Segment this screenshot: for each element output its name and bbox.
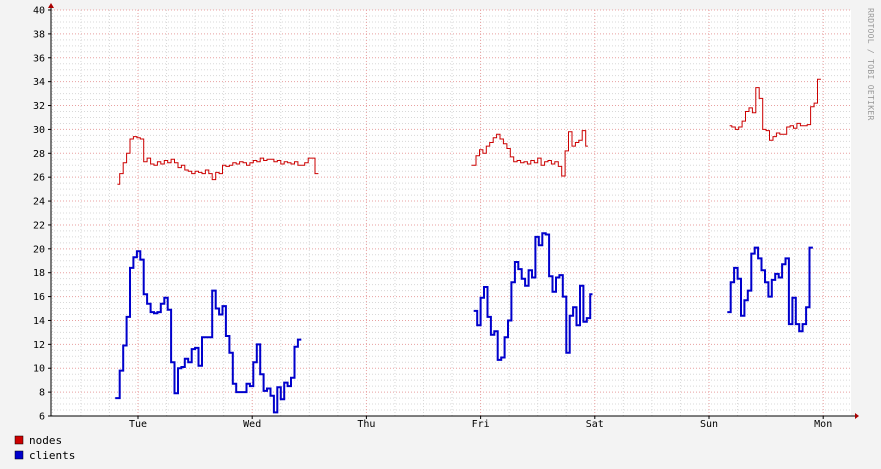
- x-tick-labels: Tue Wed Thu Fri Sat Sun Mon: [129, 419, 832, 430]
- series-layer: [115, 78, 821, 414]
- y-tick-label: 22: [33, 220, 45, 231]
- legend: nodes clients: [14, 434, 75, 462]
- y-tick-label: 20: [33, 244, 45, 255]
- grid: [51, 9, 851, 417]
- legend-item-clients: clients: [14, 449, 75, 462]
- y-tick-label: 10: [33, 364, 45, 375]
- y-tick-labels: 6 8 10 12 14 16 18 20 22 24 26 28 30 32 34 36 38 40: [33, 6, 45, 423]
- y-tick-label: 26: [33, 173, 45, 184]
- series-line-clients: [727, 246, 813, 333]
- x-axis-arrow: [855, 413, 859, 419]
- y-tick-label: 18: [33, 268, 45, 279]
- x-tick-label: Tue: [129, 419, 147, 430]
- y-axis-arrow: [48, 3, 54, 8]
- series-line-nodes: [117, 136, 319, 185]
- series-nodes: [117, 78, 821, 185]
- y-tick-label: 16: [33, 292, 45, 303]
- y-tick-label: 12: [33, 340, 45, 351]
- y-tick-label: 6: [39, 412, 45, 423]
- x-tick-label: Sat: [586, 419, 604, 430]
- y-tick-label: 8: [39, 388, 45, 399]
- axes: [48, 3, 859, 419]
- series-line-clients: [473, 232, 593, 361]
- x-tick-label: Fri: [472, 419, 490, 430]
- y-tick-label: 36: [33, 53, 45, 64]
- series-line-nodes: [729, 78, 821, 141]
- series-line-clients: [115, 250, 302, 414]
- y-tick-label: 38: [33, 29, 45, 40]
- x-tick-label: Wed: [243, 419, 261, 430]
- x-tick-label: Sun: [700, 419, 718, 430]
- series-clients: [115, 232, 813, 414]
- legend-label: nodes: [29, 434, 62, 447]
- legend-swatch: [14, 435, 24, 445]
- legend-swatch: [14, 450, 24, 460]
- x-tick-label: Thu: [357, 419, 375, 430]
- y-tick-label: 40: [33, 6, 45, 17]
- watermark: RRDTOOL / TOBI OETIKER: [866, 8, 875, 121]
- legend-label: clients: [29, 449, 75, 462]
- y-tick-label: 30: [33, 125, 45, 136]
- y-tick-label: 28: [33, 149, 45, 160]
- series-line-nodes: [471, 130, 588, 177]
- y-tick-label: 14: [33, 316, 45, 327]
- y-tick-label: 24: [33, 197, 45, 208]
- y-tick-label: 32: [33, 101, 45, 112]
- legend-item-nodes: nodes: [14, 434, 62, 447]
- y-tick-label: 34: [33, 77, 45, 88]
- x-tick-label: Mon: [814, 419, 832, 430]
